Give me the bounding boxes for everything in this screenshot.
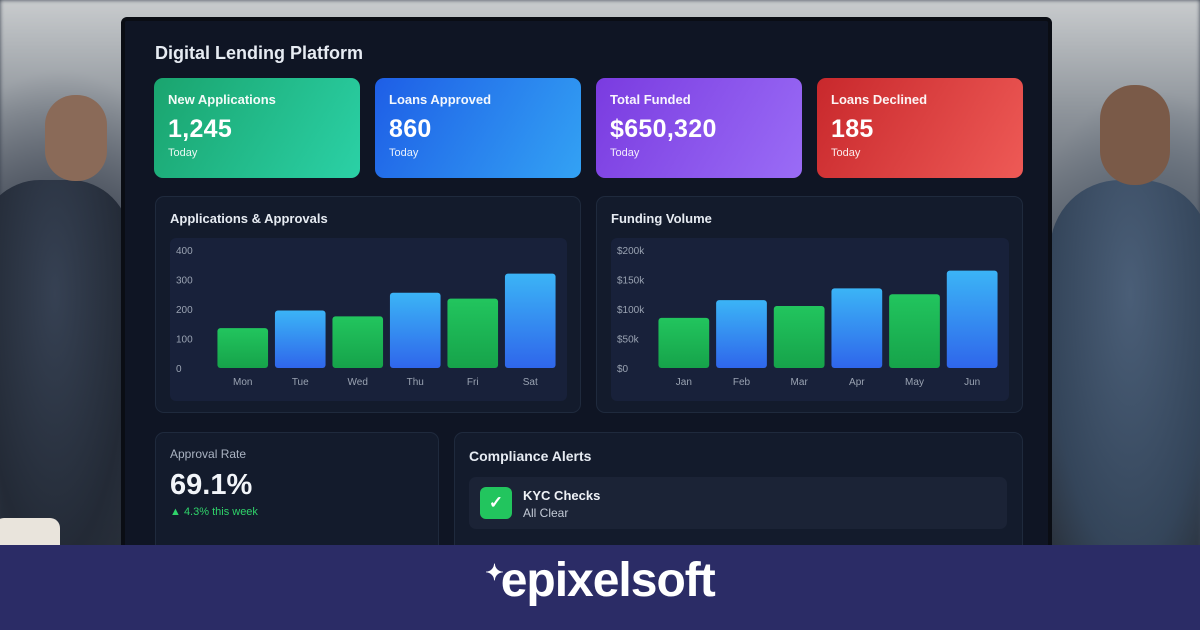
kpi-period: Today <box>610 147 640 159</box>
x-tick-label: Wed <box>348 377 368 388</box>
y-tick-label: 100 <box>176 335 193 346</box>
chart-title: Funding Volume <box>611 211 712 226</box>
kpi-value: $650,320 <box>610 115 717 143</box>
applications-chart-area: 0 100 200 300 400 Mon Tue Wed Thu Fri Sat <box>170 238 567 401</box>
kpi-period: Today <box>831 147 861 159</box>
kpi-card-new-applications[interactable]: New Applications 1,245 Today <box>154 78 360 178</box>
bar-fri[interactable] <box>447 298 499 368</box>
compliance-title: Compliance Alerts <box>469 448 592 464</box>
x-tick-label: Jun <box>964 377 980 388</box>
applications-chart-panel: Applications & Approvals 0 100 200 300 400 Mo… <box>155 196 581 413</box>
background-person-left <box>0 180 130 560</box>
x-tick-label: Mon <box>233 377 252 388</box>
y-tick-label: $150k <box>617 276 645 287</box>
kpi-card-total-funded[interactable]: Total Funded $650,320 Today <box>596 78 802 178</box>
epixelsoft-logo[interactable]: ✦epixelsoft <box>0 553 1200 608</box>
y-tick-label: 300 <box>176 276 193 287</box>
kpi-value: 860 <box>389 115 432 143</box>
background-head-right <box>1100 85 1170 185</box>
kpi-value: 185 <box>831 115 874 143</box>
y-tick-label: $100k <box>617 305 645 316</box>
y-tick-label: 200 <box>176 305 193 316</box>
y-tick-label: $50k <box>617 335 640 346</box>
bar-may[interactable] <box>889 294 940 368</box>
dashboard-screen: Digital Lending Platform New Application… <box>125 21 1048 549</box>
bar-jan[interactable] <box>658 317 710 368</box>
kpi-period: Today <box>389 147 419 159</box>
compliance-alerts-panel: Compliance Alerts ✓ KYC Checks All Clear <box>454 432 1023 549</box>
page-title: Digital Lending Platform <box>155 43 364 63</box>
background-person-right <box>1050 180 1200 560</box>
kpi-label: Total Funded <box>610 92 691 107</box>
alert-status: All Clear <box>523 506 569 520</box>
kpi-card-loans-approved[interactable]: Loans Approved 860 Today <box>375 78 581 178</box>
x-tick-label: Feb <box>733 377 751 388</box>
x-tick-label: Apr <box>849 377 865 388</box>
x-tick-label: Sat <box>523 377 538 388</box>
x-tick-label: Fri <box>467 377 479 388</box>
kpi-value: 1,245 <box>168 115 233 143</box>
applications-bar-chart: 0 100 200 300 400 Mon Tue Wed Thu Fri Sat <box>176 246 556 388</box>
alert-name: KYC Checks <box>523 488 601 503</box>
bar-tue[interactable] <box>274 310 326 368</box>
approval-rate-change: ▲ 4.3% this week <box>170 506 258 518</box>
y-tick-label: 0 <box>176 364 182 375</box>
approval-rate-value: 69.1% <box>170 469 253 501</box>
bar-apr[interactable] <box>831 288 883 368</box>
bar-mar[interactable] <box>773 306 825 368</box>
x-tick-label: Jan <box>676 377 692 388</box>
x-tick-label: Mar <box>791 377 809 388</box>
bar-jun[interactable] <box>946 270 998 368</box>
check-icon: ✓ <box>480 487 512 519</box>
kpi-period: Today <box>168 147 198 159</box>
bar-wed[interactable] <box>332 316 384 368</box>
chart-title: Applications & Approvals <box>170 211 328 226</box>
bar-feb[interactable] <box>716 300 767 368</box>
approval-rate-panel: Approval Rate 69.1% ▲ 4.3% this week <box>155 432 439 549</box>
monitor: Digital Lending Platform New Application… <box>121 17 1052 553</box>
y-tick-label: $0 <box>617 364 629 375</box>
sparkle-icon: ✦ <box>485 560 503 585</box>
bar-thu[interactable] <box>389 292 441 368</box>
bar-sat[interactable] <box>504 273 556 368</box>
bar-mon[interactable] <box>217 328 269 368</box>
x-tick-label: Thu <box>407 377 424 388</box>
funding-chart-area: $0 $50k $100k $150k $200k Jan Feb Mar Apr May Jun <box>611 238 1009 401</box>
background-head-left <box>45 95 107 181</box>
y-tick-label: $200k <box>617 246 645 257</box>
logo-text: epixelsoft <box>500 554 716 607</box>
y-tick-label: 400 <box>176 246 193 257</box>
funding-chart-panel: Funding Volume $0 $50k $100k $150k $200k Jan F… <box>596 196 1023 413</box>
kpi-label: New Applications <box>168 92 276 107</box>
alert-item-kyc[interactable]: ✓ KYC Checks All Clear <box>469 477 1007 529</box>
x-tick-label: May <box>905 377 924 388</box>
kpi-label: Loans Declined <box>831 92 928 107</box>
approval-rate-label: Approval Rate <box>170 447 247 461</box>
kpi-label: Loans Approved <box>389 92 492 107</box>
x-tick-label: Tue <box>292 377 309 388</box>
funding-bar-chart: $0 $50k $100k $150k $200k Jan Feb Mar Apr May Jun <box>617 246 998 388</box>
kpi-card-loans-declined[interactable]: Loans Declined 185 Today <box>817 78 1023 178</box>
brand-footer: ✦epixelsoft <box>0 545 1200 630</box>
